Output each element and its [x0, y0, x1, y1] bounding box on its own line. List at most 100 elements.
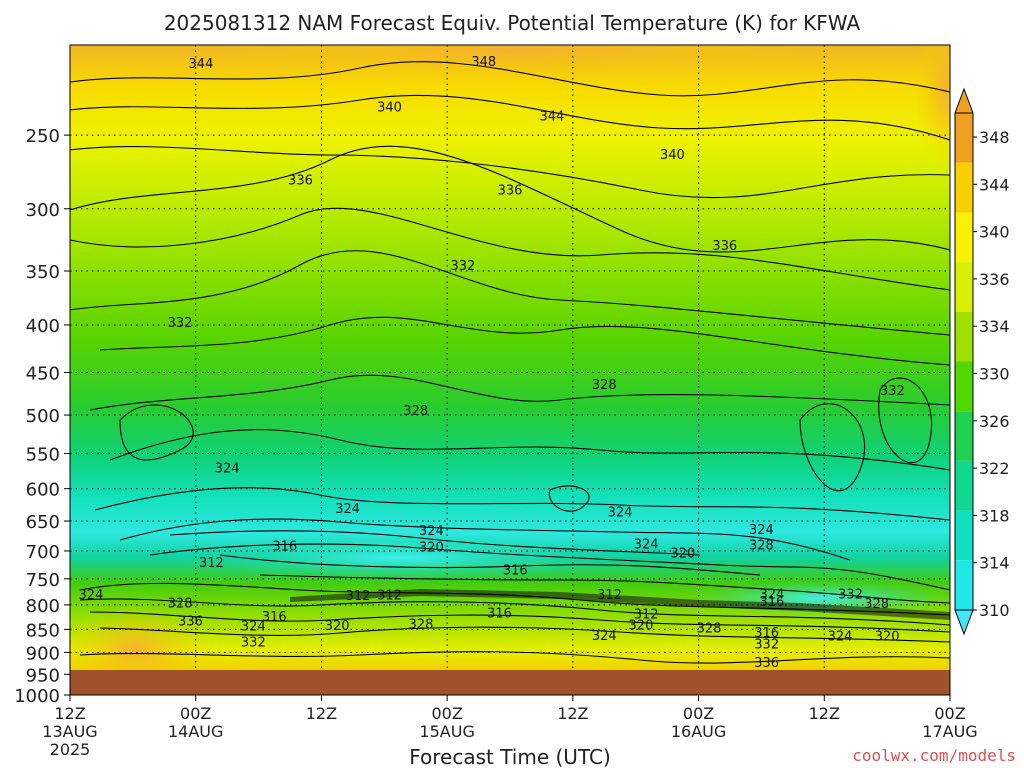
- contour-line: [878, 377, 933, 463]
- contour-label: 320: [875, 629, 900, 644]
- contour-label-text: 324: [419, 524, 444, 539]
- y-tick-label: 550: [26, 445, 60, 466]
- contour-label-text: 320: [325, 619, 350, 634]
- contour-label-text: 316: [754, 626, 779, 641]
- contour-label-text: 312: [634, 607, 659, 622]
- contour-label: 320: [419, 540, 444, 555]
- contour-label-text: 324: [592, 629, 617, 644]
- contour-line: [799, 403, 866, 492]
- contour-label-text: 312: [597, 588, 622, 603]
- x-tick-label: 12Z: [809, 704, 840, 723]
- contour-line: [70, 207, 950, 291]
- plot-frame: [69, 44, 951, 696]
- contour-line: [169, 530, 701, 556]
- y-tick-label: 350: [26, 262, 60, 283]
- contour-line: [70, 250, 950, 336]
- y-tick-label: 600: [26, 480, 60, 501]
- ground-strip: [70, 670, 950, 695]
- contour-label-text: 324: [79, 588, 104, 603]
- contour-label-text: 316: [272, 540, 297, 555]
- contour-label-text: 316: [262, 610, 287, 625]
- contour-label-text: 332: [450, 259, 475, 274]
- contour-label-text: 332: [241, 636, 266, 651]
- contour-label-text: 324: [335, 502, 360, 517]
- colorbar-label: 348: [979, 128, 1010, 147]
- colorbar-swatch: [955, 560, 973, 610]
- colorbar-swatch: [955, 411, 973, 461]
- contour-label: 324: [215, 461, 240, 476]
- contour-label-text: 348: [471, 55, 496, 70]
- contour-label: 316: [487, 606, 512, 621]
- contour-line: [70, 145, 950, 253]
- x-tick-year: 2025: [50, 740, 91, 759]
- colorbar-bottom-arrow: [954, 609, 974, 636]
- contour-label-text: 336: [288, 173, 313, 188]
- contour-label-text: 324: [634, 537, 659, 552]
- x-tick-label: 12Z: [557, 704, 588, 723]
- x-tick-date: 16AUG: [671, 722, 726, 741]
- contour-label-text: 328: [749, 539, 774, 554]
- contour-label-text: 324: [215, 461, 240, 476]
- y-tick-label: 950: [26, 665, 60, 686]
- contour-line: [119, 518, 851, 561]
- contour-label: 320: [629, 619, 654, 634]
- y-tick-label: 650: [26, 512, 60, 533]
- contour-label: 336: [754, 656, 779, 671]
- contour-label: 332: [838, 588, 863, 603]
- contour-label: 332: [241, 636, 266, 651]
- contour-line: [70, 61, 950, 97]
- contour-label-text: 328: [864, 597, 889, 612]
- contour-label-text: 324: [759, 588, 784, 603]
- contour-label: 328: [168, 596, 193, 611]
- x-tick-label: 12Z: [306, 704, 337, 723]
- contour-label-text: 324: [828, 629, 853, 644]
- colorbar-swatch: [955, 311, 973, 362]
- colorbar-swatch: [955, 162, 973, 213]
- contour-label: 324: [749, 523, 774, 538]
- colorbar-swatch: [955, 361, 973, 412]
- inversion-band: [290, 589, 950, 620]
- contour-label-text: 320: [875, 629, 900, 644]
- contour-label: 328: [697, 621, 722, 636]
- x-tick-label: 00Z: [683, 704, 714, 723]
- contour-label: 332: [880, 384, 905, 399]
- credit-text: coolwx.com/models: [852, 746, 1016, 765]
- warm-region-top: [220, 45, 820, 78]
- contour-label-text: 332: [880, 384, 905, 399]
- x-tick-label: 12Z: [54, 704, 85, 723]
- contour-label-text: 336: [178, 615, 203, 630]
- contour-label: 324: [759, 588, 784, 603]
- contour-label: 328: [592, 378, 617, 393]
- contour-label: 332: [450, 259, 475, 274]
- y-axis: 2503003504004505005506006507007508008509…: [14, 126, 70, 707]
- contour-label: 312: [597, 588, 622, 603]
- contour-label: 316: [754, 626, 779, 641]
- contour-label-text: 320: [419, 540, 444, 555]
- contour-line: [99, 626, 950, 643]
- colorbar-label: 322: [979, 459, 1010, 478]
- colorbar: 348 344 340 336 334 330 326 322 318 314 310: [954, 87, 1010, 636]
- contour-label-text: 324: [749, 523, 774, 538]
- contour-label: 324: [335, 502, 360, 517]
- x-tick-date: 13AUG: [42, 722, 97, 741]
- y-tick-label: 750: [26, 570, 60, 591]
- x-axis-label: Forecast Time (UTC): [409, 745, 611, 768]
- contour-label: 344: [539, 109, 564, 124]
- contour-line: [219, 554, 761, 576]
- contour-label-text: 332: [168, 316, 193, 331]
- contour-line: [89, 374, 950, 411]
- contour-label: 312: [377, 589, 402, 604]
- contour-label: 324: [79, 588, 104, 603]
- contour-label-text: 328: [409, 618, 434, 633]
- contour-label-text: 324: [241, 620, 266, 635]
- contour-label-text: 328: [403, 404, 428, 419]
- contour-label: 312: [199, 556, 224, 571]
- contour-line: [149, 543, 950, 591]
- contour-label-text: 344: [189, 57, 214, 72]
- y-tick-label: 1000: [14, 686, 60, 707]
- contour-label: 316: [262, 610, 287, 625]
- contour-label: 340: [377, 101, 402, 116]
- contour-label: 316: [272, 540, 297, 555]
- y-tick-label: 500: [26, 406, 60, 427]
